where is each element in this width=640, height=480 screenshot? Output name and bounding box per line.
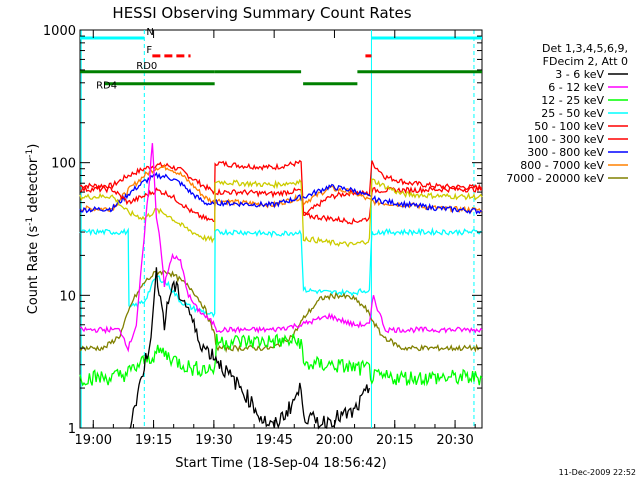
x-tick-label-6: 20:30	[436, 433, 473, 448]
night-interval-lines	[80, 30, 475, 428]
y-tick-label-0: 1	[68, 422, 76, 437]
x-axis-label: Start Time (18-Sep-04 18:56:42)	[175, 456, 386, 471]
y-tick-label-3: 1000	[43, 24, 76, 39]
x-tick-label-4: 20:00	[316, 433, 353, 448]
x-tick-label-5: 20:15	[376, 433, 413, 448]
legend: Det 1,3,4,5,6,9, FDecim 2, Att 0 3 - 6 k…	[506, 42, 628, 185]
flag-label-rd4: RD4	[96, 81, 117, 92]
legend-entry-label-2: 12 - 25 keV	[541, 94, 604, 107]
plot-area: NF RD0 RD4 19:00 19:15 19:30 19:45 20:00 20:15 2…	[43, 24, 483, 448]
legend-entry-label-5: 100 - 300 keV	[527, 133, 604, 146]
legend-header-line-1: Det 1,3,4,5,6,9,	[542, 42, 628, 55]
series-line-9	[129, 267, 371, 430]
legend-entry-label-8: 7000 - 20000 keV	[506, 172, 604, 185]
legend-entry-label-4: 50 - 100 keV	[534, 120, 604, 133]
y-tick-label-1: 10	[59, 289, 76, 304]
series-lines	[79, 143, 483, 430]
x-tick-label-2: 19:30	[195, 433, 232, 448]
legend-entry-label-0: 3 - 6 keV	[555, 68, 604, 81]
series-line-5	[79, 226, 483, 318]
plot-frame	[79, 29, 483, 429]
flag-label-f: F	[146, 45, 152, 56]
x-tick-label-1: 19:15	[135, 433, 172, 448]
flag-label-rd0: RD0	[136, 61, 157, 72]
x-tick-label-3: 19:45	[255, 433, 292, 448]
legend-entry-label-6: 300 - 800 keV	[527, 146, 604, 159]
series-line-4	[79, 178, 483, 248]
legend-header-line-2: FDecim 2, Att 0	[543, 55, 628, 68]
series-line-0	[79, 159, 483, 215]
series-line-3	[79, 184, 483, 225]
x-tick-label-0: 19:00	[75, 433, 112, 448]
legend-entry-label-3: 25 - 50 keV	[541, 107, 604, 120]
flag-label-n: N	[146, 27, 153, 38]
series-line-7	[79, 143, 483, 353]
y-axis-label: Count Rate (s-1 detector-1)	[25, 144, 41, 315]
y-tick-label-2: 100	[51, 157, 76, 172]
chart-title: HESSI Observing Summary Count Rates	[112, 4, 411, 22]
x-axis-ticks: 19:00 19:15 19:30 19:45 20:00 20:15 20:30	[75, 30, 476, 448]
legend-entry-label-7: 800 - 7000 keV	[520, 159, 604, 172]
flag-bars: NF RD0 RD4	[80, 27, 482, 92]
legend-entry-label-1: 6 - 12 keV	[548, 81, 604, 94]
series-line-2	[79, 171, 483, 215]
series-line-8	[79, 333, 483, 387]
y-axis-ticks: 1 10 100 1000	[43, 24, 482, 437]
timestamp: 11-Dec-2009 22:52	[559, 468, 636, 477]
